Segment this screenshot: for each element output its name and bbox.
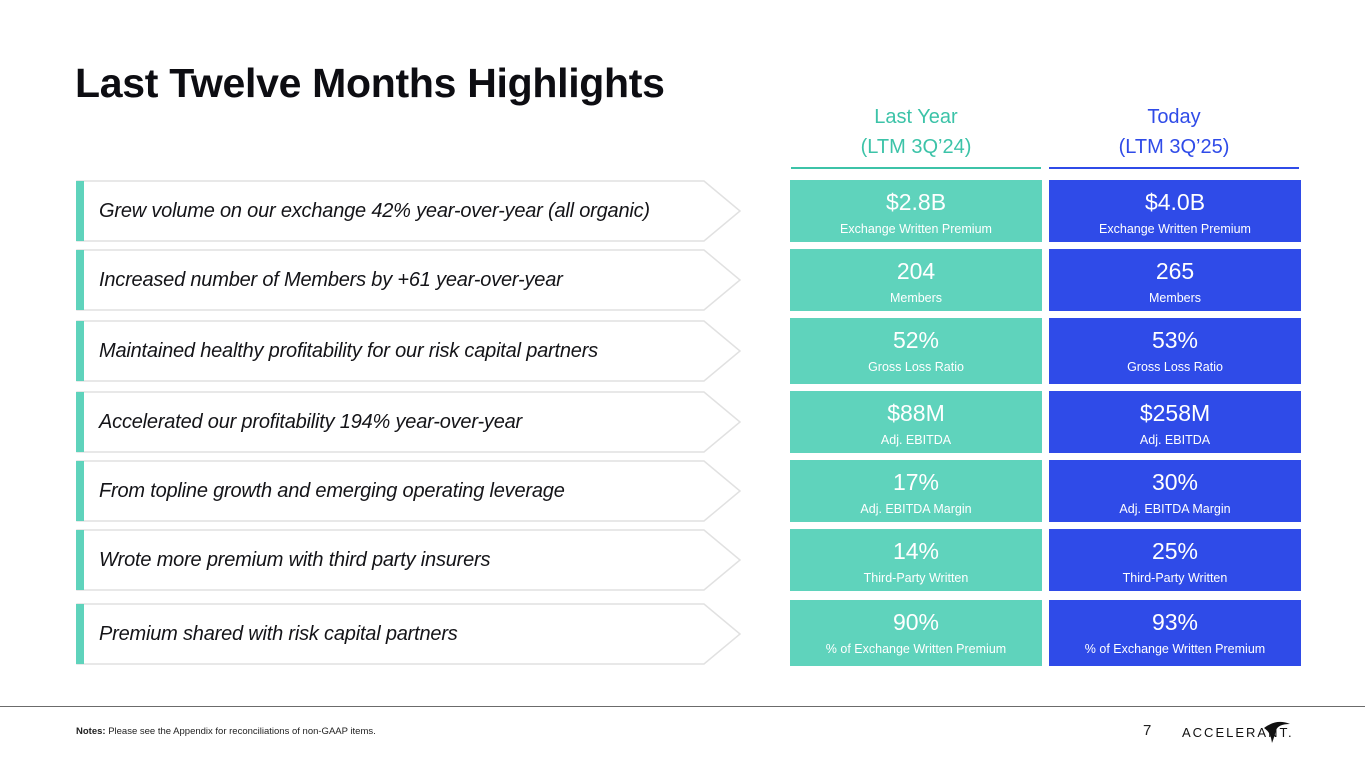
metric-cell-today: $258M Adj. EBITDA: [1049, 391, 1301, 453]
metric-value: $258M: [1139, 400, 1211, 426]
footer-notes: Notes: Please see the Appendix for recon…: [76, 726, 376, 737]
highlight-accent-bar: [76, 461, 84, 521]
metric-cell-last-year: $2.8B Exchange Written Premium: [790, 180, 1042, 242]
metric-cell-today: 265 Members: [1049, 249, 1301, 311]
metric-label: Adj. EBITDA Margin: [860, 502, 972, 516]
metric-label: % of Exchange Written Premium: [825, 642, 1007, 656]
metric-value: 90%: [892, 609, 940, 635]
page-number: 7: [1143, 722, 1152, 739]
metric-value: 17%: [892, 469, 940, 495]
metric-label: Adj. EBITDA: [1139, 433, 1211, 447]
highlight-text: Grew volume on our exchange 42% year-ove…: [99, 200, 650, 222]
highlight-row: Grew volume on our exchange 42% year-ove…: [76, 180, 742, 242]
metric-value: 93%: [1151, 609, 1199, 635]
logo-wordmark: ACCELERANT.: [1182, 725, 1294, 740]
highlight-text: From topline growth and emerging operati…: [99, 480, 565, 502]
metric-label: Exchange Written Premium: [1099, 222, 1251, 236]
metric-value: 25%: [1151, 538, 1199, 564]
column-header-last-year: Last Year (LTM 3Q’24): [791, 102, 1041, 162]
highlight-text: Premium shared with risk capital partner…: [99, 623, 458, 645]
metric-value: 53%: [1151, 327, 1199, 353]
metric-cell-today: 53% Gross Loss Ratio: [1049, 318, 1301, 384]
highlight-accent-bar: [76, 392, 84, 452]
metric-cell-last-year: 52% Gross Loss Ratio: [790, 318, 1042, 384]
metric-value: $88M: [887, 400, 945, 426]
highlight-accent-bar: [76, 604, 84, 664]
column-header-today: Today (LTM 3Q’25): [1049, 102, 1299, 162]
highlight-text: Wrote more premium with third party insu…: [99, 549, 491, 571]
metric-label: Adj. EBITDA Margin: [1119, 502, 1231, 516]
metric-cell-last-year: 17% Adj. EBITDA Margin: [790, 460, 1042, 522]
metric-cell-today: 25% Third-Party Written: [1049, 529, 1301, 591]
highlight-text: Accelerated our profitability 194% year-…: [99, 411, 523, 433]
highlight-row: Premium shared with risk capital partner…: [76, 603, 742, 665]
metric-label: Exchange Written Premium: [840, 222, 992, 236]
metric-value: 30%: [1151, 469, 1199, 495]
column-header-last-year-label: Last Year: [874, 106, 958, 128]
highlight-row: Increased number of Members by +61 year-…: [76, 249, 742, 311]
column-rule-last-year: [791, 167, 1041, 169]
highlight-row: Accelerated our profitability 194% year-…: [76, 391, 742, 453]
metric-label: Members: [1148, 291, 1202, 305]
metric-value: 14%: [892, 538, 940, 564]
highlight-row: Maintained healthy profitability for our…: [76, 320, 742, 382]
metric-cell-today: $4.0B Exchange Written Premium: [1049, 180, 1301, 242]
metric-label: Adj. EBITDA: [880, 433, 952, 447]
bird-icon: [1264, 721, 1290, 743]
highlight-accent-bar: [76, 321, 84, 381]
metric-label: Third-Party Written: [863, 571, 969, 585]
highlight-text: Maintained healthy profitability for our…: [99, 340, 598, 362]
metric-value: $4.0B: [1144, 189, 1206, 215]
column-header-today-period: (LTM 3Q’25): [1118, 136, 1230, 158]
metric-cell-last-year: 14% Third-Party Written: [790, 529, 1042, 591]
highlight-row: Wrote more premium with third party insu…: [76, 529, 742, 591]
metric-label: Gross Loss Ratio: [868, 360, 964, 374]
highlight-text: Increased number of Members by +61 year-…: [99, 269, 563, 291]
page-title: Last Twelve Months Highlights: [75, 60, 665, 106]
highlight-accent-bar: [76, 181, 84, 241]
metric-value: 204: [896, 258, 936, 284]
column-rule-today: [1049, 167, 1299, 169]
metric-label: Gross Loss Ratio: [1127, 360, 1223, 374]
highlight-accent-bar: [76, 250, 84, 310]
metric-label: Third-Party Written: [1122, 571, 1228, 585]
metric-label: Members: [889, 291, 943, 305]
highlight-row: From topline growth and emerging operati…: [76, 460, 742, 522]
notes-label: Notes:: [76, 726, 106, 737]
column-header-last-year-period: (LTM 3Q’24): [860, 136, 972, 158]
metric-cell-last-year: 204 Members: [790, 249, 1042, 311]
column-header-today-label: Today: [1147, 106, 1201, 128]
metric-cell-last-year: 90% % of Exchange Written Premium: [790, 600, 1042, 666]
metric-label: % of Exchange Written Premium: [1084, 642, 1266, 656]
metric-value: 265: [1155, 258, 1195, 284]
highlight-accent-bar: [76, 530, 84, 590]
metric-value: $2.8B: [885, 189, 947, 215]
footer-divider: [0, 706, 1365, 707]
metric-cell-today: 30% Adj. EBITDA Margin: [1049, 460, 1301, 522]
notes-text: Please see the Appendix for reconciliati…: [108, 726, 376, 737]
metric-value: 52%: [892, 327, 940, 353]
metric-cell-last-year: $88M Adj. EBITDA: [790, 391, 1042, 453]
metric-cell-today: 93% % of Exchange Written Premium: [1049, 600, 1301, 666]
